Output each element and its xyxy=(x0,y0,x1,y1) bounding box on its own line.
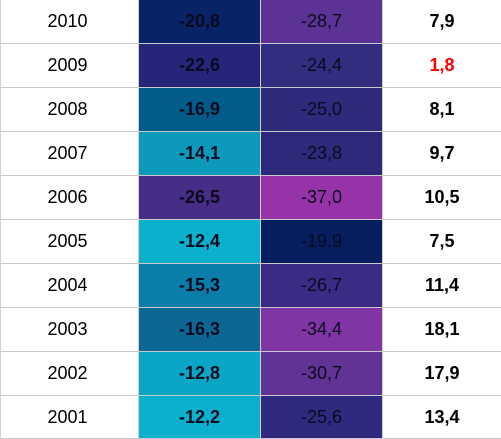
value-a-cell: -16,3 xyxy=(139,308,261,351)
difference-cell: 13,4 xyxy=(383,396,501,438)
difference-cell: 7,5 xyxy=(383,220,501,263)
table-row: 2010 -20,8 -28,7 7,9 xyxy=(1,0,501,44)
value-b-cell: -26,7 xyxy=(261,264,383,307)
year-cell: 2005 xyxy=(1,220,139,263)
value-a-cell: -12,4 xyxy=(139,220,261,263)
value-b-cell: -25,6 xyxy=(261,396,383,438)
table-row: 2007 -14,1 -23,8 9,7 xyxy=(1,132,501,176)
value-a-cell: -20,8 xyxy=(139,0,261,43)
difference-cell: 10,5 xyxy=(383,176,501,219)
difference-cell: 17,9 xyxy=(383,352,501,395)
year-cell: 2003 xyxy=(1,308,139,351)
difference-cell: 11,4 xyxy=(383,264,501,307)
table-row: 2006 -26,5 -37,0 10,5 xyxy=(1,176,501,220)
table-row: 2008 -16,9 -25,0 8,1 xyxy=(1,88,501,132)
difference-cell: 8,1 xyxy=(383,88,501,131)
year-cell: 2009 xyxy=(1,44,139,87)
table-row: 2005 -12,4 -19,9 7,5 xyxy=(1,220,501,264)
year-cell: 2007 xyxy=(1,132,139,175)
table-row: 2009 -22,6 -24,4 1,8 xyxy=(1,44,501,88)
value-a-cell: -14,1 xyxy=(139,132,261,175)
value-a-cell: -15,3 xyxy=(139,264,261,307)
year-cell: 2002 xyxy=(1,352,139,395)
value-b-cell: -37,0 xyxy=(261,176,383,219)
table-row: 2003 -16,3 -34,4 18,1 xyxy=(1,308,501,352)
table-row: 2002 -12,8 -30,7 17,9 xyxy=(1,352,501,396)
value-b-cell: -28,7 xyxy=(261,0,383,43)
table-row: 2001 -12,2 -25,6 13,4 xyxy=(1,396,501,439)
value-b-cell: -30,7 xyxy=(261,352,383,395)
table-row: 2004 -15,3 -26,7 11,4 xyxy=(1,264,501,308)
year-cell: 2008 xyxy=(1,88,139,131)
value-b-cell: -24,4 xyxy=(261,44,383,87)
value-b-cell: -23,8 xyxy=(261,132,383,175)
difference-cell: 18,1 xyxy=(383,308,501,351)
year-cell: 2010 xyxy=(1,0,139,43)
value-a-cell: -22,6 xyxy=(139,44,261,87)
value-a-cell: -16,9 xyxy=(139,88,261,131)
difference-cell: 1,8 xyxy=(383,44,501,87)
value-a-cell: -26,5 xyxy=(139,176,261,219)
year-cell: 2004 xyxy=(1,264,139,307)
difference-cell: 9,7 xyxy=(383,132,501,175)
value-b-cell: -34,4 xyxy=(261,308,383,351)
value-b-cell: -19,9 xyxy=(261,220,383,263)
difference-cell: 7,9 xyxy=(383,0,501,43)
year-cell: 2006 xyxy=(1,176,139,219)
value-b-cell: -25,0 xyxy=(261,88,383,131)
value-a-cell: -12,2 xyxy=(139,396,261,438)
year-cell: 2001 xyxy=(1,396,139,438)
value-a-cell: -12,8 xyxy=(139,352,261,395)
